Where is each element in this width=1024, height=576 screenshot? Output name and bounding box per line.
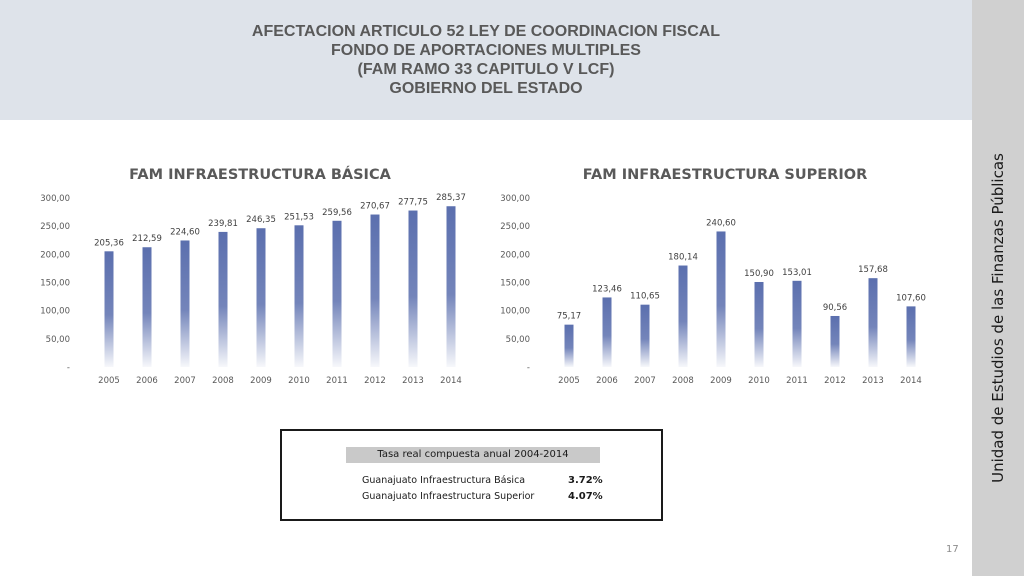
- bar: [218, 231, 228, 367]
- title-line-1: AFECTACION ARTICULO 52 LEY DE COORDINACI…: [251, 23, 721, 40]
- bar: [868, 278, 878, 367]
- bar: [602, 297, 612, 367]
- bar: [906, 306, 916, 367]
- data-label: 270,67: [360, 202, 390, 212]
- bar: [640, 304, 650, 367]
- data-label: 107,60: [896, 293, 926, 303]
- data-label: 277,75: [398, 198, 428, 208]
- x-tick-label: 2010: [288, 376, 310, 386]
- data-label: 150,90: [744, 269, 774, 279]
- tasa-row-label: Guanajuato Infraestructura Básica: [362, 475, 526, 486]
- tasa-row-value: 4.07%: [568, 491, 603, 502]
- data-label: 224,60: [170, 227, 200, 237]
- data-label: 205,36: [94, 238, 124, 248]
- x-tick-label: 2011: [786, 376, 808, 386]
- title-line-4: GOBIERNO DEL ESTADO: [389, 80, 583, 97]
- tasa-table: Tasa real compuesta anual 2004-2014 Guan…: [280, 429, 663, 521]
- header-band: [0, 0, 972, 120]
- x-tick-label: 2014: [440, 376, 462, 386]
- page-number: 17: [946, 544, 959, 555]
- y-tick-label: -: [67, 363, 70, 373]
- data-label: 110,65: [630, 292, 660, 302]
- tasa-row-value: 3.72%: [568, 475, 603, 486]
- chart-title: FAM INFRAESTRUCTURA BÁSICA: [129, 166, 391, 183]
- tasa-row: Guanajuato Infraestructura Superior 4.07…: [362, 491, 603, 505]
- x-tick-label: 2008: [672, 376, 694, 386]
- sidebar-band: [972, 0, 1024, 576]
- tasa-row: Guanajuato Infraestructura Básica 3.72%: [362, 475, 603, 489]
- bar: [408, 210, 418, 367]
- bar: [446, 206, 456, 367]
- x-tick-label: 2013: [862, 376, 884, 386]
- bar: [830, 315, 840, 367]
- bar: [256, 228, 266, 367]
- x-tick-label: 2005: [558, 376, 580, 386]
- bar: [564, 324, 574, 367]
- y-tick-label: 300,00: [500, 194, 530, 204]
- chart-infraestructura-superior: FAM INFRAESTRUCTURA SUPERIOR - 50,00 100,00…: [500, 167, 926, 386]
- y-tick-label: 200,00: [40, 250, 70, 260]
- x-tick-label: 2008: [212, 376, 234, 386]
- data-label: 259,56: [322, 208, 352, 218]
- bar: [332, 220, 342, 367]
- y-tick-label: 250,00: [40, 222, 70, 232]
- y-tick-label: 50,00: [506, 335, 530, 345]
- data-label: 153,01: [782, 268, 812, 278]
- x-tick-label: 2012: [364, 376, 386, 386]
- data-label: 90,56: [823, 303, 847, 313]
- slide-title: AFECTACION ARTICULO 52 LEY DE COORDINACI…: [0, 22, 972, 98]
- y-tick-label: 300,00: [40, 194, 70, 204]
- x-tick-label: 2011: [326, 376, 348, 386]
- y-tick-label: 250,00: [500, 222, 530, 232]
- data-label: 75,17: [557, 312, 581, 322]
- tasa-row-label: Guanajuato Infraestructura Superior: [362, 491, 535, 502]
- chart-infraestructura-basica: FAM INFRAESTRUCTURA BÁSICA - 50,00 100,00 15…: [40, 166, 466, 386]
- bar: [294, 225, 304, 367]
- data-label: 240,60: [706, 218, 736, 228]
- y-tick-label: 150,00: [500, 279, 530, 289]
- bar: [678, 265, 688, 367]
- y-tick-label: 50,00: [46, 335, 70, 345]
- bar: [142, 247, 152, 367]
- data-label: 157,68: [858, 265, 888, 275]
- bar: [180, 240, 190, 367]
- data-label: 212,59: [132, 234, 162, 244]
- x-tick-label: 2006: [136, 376, 158, 386]
- bar: [370, 214, 380, 367]
- bar: [792, 280, 802, 367]
- data-label: 246,35: [246, 215, 276, 225]
- x-tick-label: 2007: [634, 376, 656, 386]
- title-line-3: (FAM RAMO 33 CAPITULO V LCF): [357, 61, 615, 78]
- x-tick-label: 2013: [402, 376, 424, 386]
- title-line-2: FONDO DE APORTACIONES MULTIPLES: [331, 42, 641, 59]
- y-tick-label: -: [527, 363, 530, 373]
- data-label: 239,81: [208, 219, 238, 229]
- x-tick-label: 2009: [250, 376, 272, 386]
- data-label: 285,37: [436, 193, 466, 203]
- sidebar-text: Unidad de Estudios de las Finanzas Públi…: [989, 153, 1007, 483]
- y-tick-label: 100,00: [40, 307, 70, 317]
- y-tick-label: 150,00: [40, 279, 70, 289]
- x-tick-label: 2006: [596, 376, 618, 386]
- bar: [754, 281, 764, 367]
- bar: [716, 231, 726, 367]
- x-tick-label: 2007: [174, 376, 196, 386]
- y-tick-label: 100,00: [500, 307, 530, 317]
- x-tick-label: 2010: [748, 376, 770, 386]
- x-tick-label: 2014: [900, 376, 922, 386]
- chart-title: FAM INFRAESTRUCTURA SUPERIOR: [583, 167, 868, 183]
- data-label: 180,14: [668, 253, 698, 263]
- data-label: 251,53: [284, 212, 314, 222]
- x-tick-label: 2012: [824, 376, 846, 386]
- tasa-header: Tasa real compuesta anual 2004-2014: [346, 447, 600, 463]
- x-tick-label: 2005: [98, 376, 120, 386]
- bar: [104, 251, 114, 367]
- y-tick-label: 200,00: [500, 250, 530, 260]
- data-label: 123,46: [592, 284, 622, 294]
- x-tick-label: 2009: [710, 376, 732, 386]
